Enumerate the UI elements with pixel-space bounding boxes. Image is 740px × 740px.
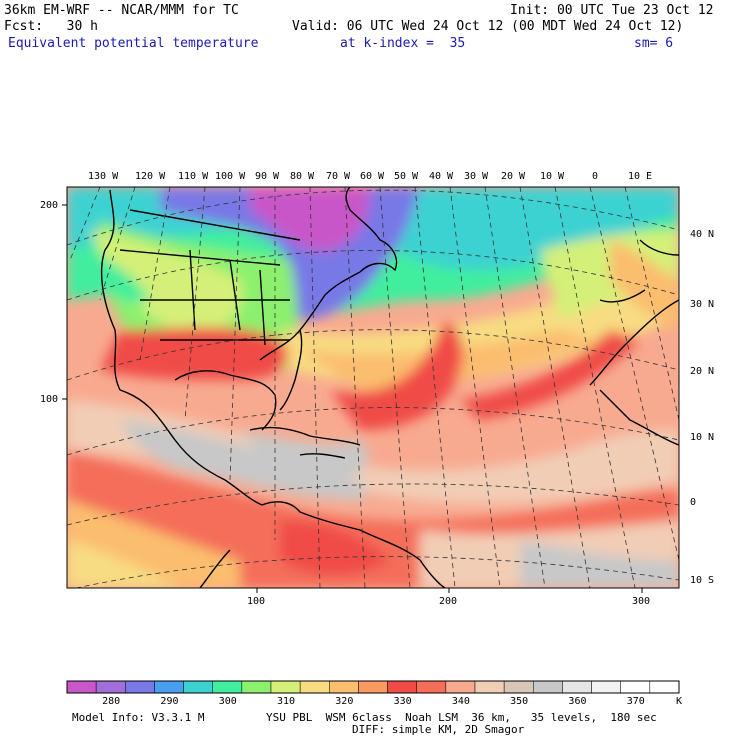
lon-label: 130 W bbox=[88, 171, 119, 182]
model-info: Model Info: V3.3.1 M bbox=[72, 711, 205, 724]
map-frame bbox=[66, 186, 680, 589]
colorbar-tick-label: 360 bbox=[568, 696, 587, 707]
colorbar-cell bbox=[95, 680, 126, 694]
lon-label: 30 W bbox=[464, 171, 489, 182]
grid-y-label: 100 bbox=[40, 394, 59, 405]
colorbar-cell bbox=[445, 680, 476, 694]
colorbar-tick-label: 330 bbox=[393, 696, 412, 707]
forecast-hour: Fcst: 30 h bbox=[4, 19, 98, 34]
lon-label: 10 W bbox=[540, 171, 565, 182]
colorbar-cell bbox=[533, 680, 563, 694]
lon-label: 90 W bbox=[255, 171, 280, 182]
model-title: 36km EM-WRF -- NCAR/MMM for TC bbox=[4, 3, 239, 18]
lat-label: 30 N bbox=[690, 299, 715, 310]
colorbar-cell bbox=[329, 680, 359, 694]
lon-label: 120 W bbox=[135, 171, 166, 182]
colorbar-cell bbox=[358, 680, 388, 694]
colorbar-tick-label: 350 bbox=[510, 696, 529, 707]
grid-x-label: 300 bbox=[632, 596, 651, 607]
lat-label: 0 bbox=[690, 497, 697, 508]
colorbar-cell bbox=[649, 680, 680, 694]
colorbar-cell bbox=[183, 680, 213, 694]
colorbar-units: K bbox=[676, 696, 683, 707]
colorbar-tick-label: 290 bbox=[160, 696, 179, 707]
latlon-grid bbox=[67, 187, 679, 588]
grid-x-label: 100 bbox=[247, 596, 266, 607]
colorbar-cell bbox=[66, 680, 97, 694]
colorbar-cell bbox=[212, 680, 243, 694]
colorbar-tick-label: 320 bbox=[335, 696, 354, 707]
lon-label: 100 W bbox=[215, 171, 246, 182]
colorbar-cell bbox=[474, 680, 505, 694]
lon-label: 20 W bbox=[501, 171, 526, 182]
colorbar-cell bbox=[154, 680, 184, 694]
lat-label: 10 N bbox=[690, 432, 715, 443]
colorbar-cell bbox=[591, 680, 621, 694]
coastlines bbox=[100, 187, 679, 588]
lon-label: 50 W bbox=[394, 171, 419, 182]
lat-label: 20 N bbox=[690, 366, 715, 377]
lon-label: 60 W bbox=[360, 171, 385, 182]
colorbar-tick-label: 280 bbox=[102, 696, 121, 707]
colorbar-cell bbox=[270, 680, 301, 694]
colorbar-cell bbox=[299, 680, 330, 694]
lat-label: 10 S bbox=[690, 575, 715, 586]
colorbar-cell bbox=[620, 680, 651, 694]
colorbar-cell bbox=[416, 680, 447, 694]
colorbar-cell bbox=[125, 680, 155, 694]
colorbar-tick-label: 370 bbox=[626, 696, 645, 707]
lon-label: 40 W bbox=[429, 171, 454, 182]
field-name: Equivalent potential temperature bbox=[8, 36, 259, 51]
level-label: at k-index = 35 bbox=[340, 36, 466, 51]
colorbar-tick-label: 310 bbox=[277, 696, 296, 707]
colorbar-cell bbox=[562, 680, 592, 694]
grid-x-label: 200 bbox=[439, 596, 458, 607]
lon-label: 70 W bbox=[326, 171, 351, 182]
colorbar-cell bbox=[241, 680, 272, 694]
smoothing-label: sm= 6 bbox=[634, 36, 674, 51]
colorbar-cell bbox=[503, 680, 534, 694]
lon-label: 110 W bbox=[178, 171, 209, 182]
lon-label: 0 bbox=[592, 171, 599, 182]
grid-y-label: 200 bbox=[40, 200, 59, 211]
lon-label: 10 E bbox=[628, 171, 653, 182]
colorbar-tick-label: 300 bbox=[218, 696, 237, 707]
colorbar-tick-label: 340 bbox=[451, 696, 470, 707]
lat-label: 40 N bbox=[690, 229, 715, 240]
init-time: Init: 00 UTC Tue 23 Oct 12 bbox=[510, 3, 714, 18]
diffusion-info: DIFF: simple KM, 2D Smagor bbox=[352, 723, 525, 736]
lon-label: 80 W bbox=[290, 171, 315, 182]
colorbar-cell bbox=[387, 680, 417, 694]
shaded-field bbox=[67, 187, 679, 588]
valid-time: Valid: 06 UTC Wed 24 Oct 12 (00 MDT Wed … bbox=[292, 19, 684, 34]
physics-info: YSU PBL WSM 6class Noah LSM 36 km, 35 le… bbox=[266, 711, 657, 724]
colorbar bbox=[66, 680, 680, 694]
